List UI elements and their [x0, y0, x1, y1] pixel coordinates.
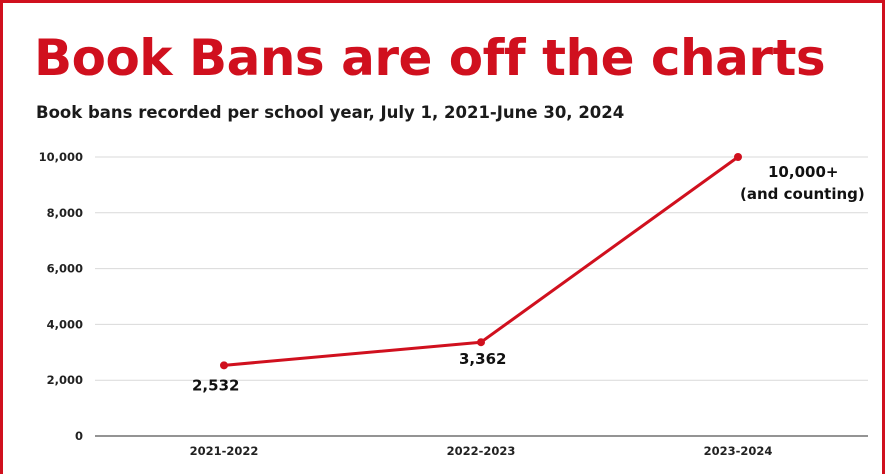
y-tick-label: 2,000: [47, 373, 83, 387]
series-lines: [222, 155, 740, 367]
data-label: 10,000+ (and counting): [740, 163, 865, 203]
data-point: [220, 361, 228, 370]
y-tick-label: 0: [75, 429, 83, 443]
data-label-line: (and counting): [740, 185, 865, 203]
y-tick-label: 6,000: [47, 262, 83, 276]
x-tick-label: 2021-2022: [190, 444, 259, 458]
data-points: [220, 153, 742, 370]
chart-subtitle: Book bans recorded per school year, July…: [36, 103, 625, 122]
y-axis: 0 2,000 4,000 6,000 8,000 10,000: [39, 150, 83, 443]
y-tick-label: 4,000: [47, 317, 83, 331]
chart-title: Book Bans are off the charts: [34, 29, 826, 87]
data-label-line: 10,000+: [768, 163, 838, 181]
series-line: [222, 155, 740, 367]
data-labels: 2,532 3,362 10,000+ (and counting): [192, 163, 865, 394]
data-point: [477, 338, 485, 347]
x-axis: 2021-2022 2022-2023 2023-2024: [190, 444, 773, 458]
y-tick-label: 8,000: [47, 206, 83, 220]
data-point: [734, 153, 742, 161]
x-tick-label: 2023-2024: [704, 444, 773, 458]
y-tick-label: 10,000: [39, 150, 83, 164]
data-label: 3,362: [459, 350, 506, 368]
x-tick-label: 2022-2023: [447, 444, 516, 458]
data-label: 2,532: [192, 376, 239, 394]
